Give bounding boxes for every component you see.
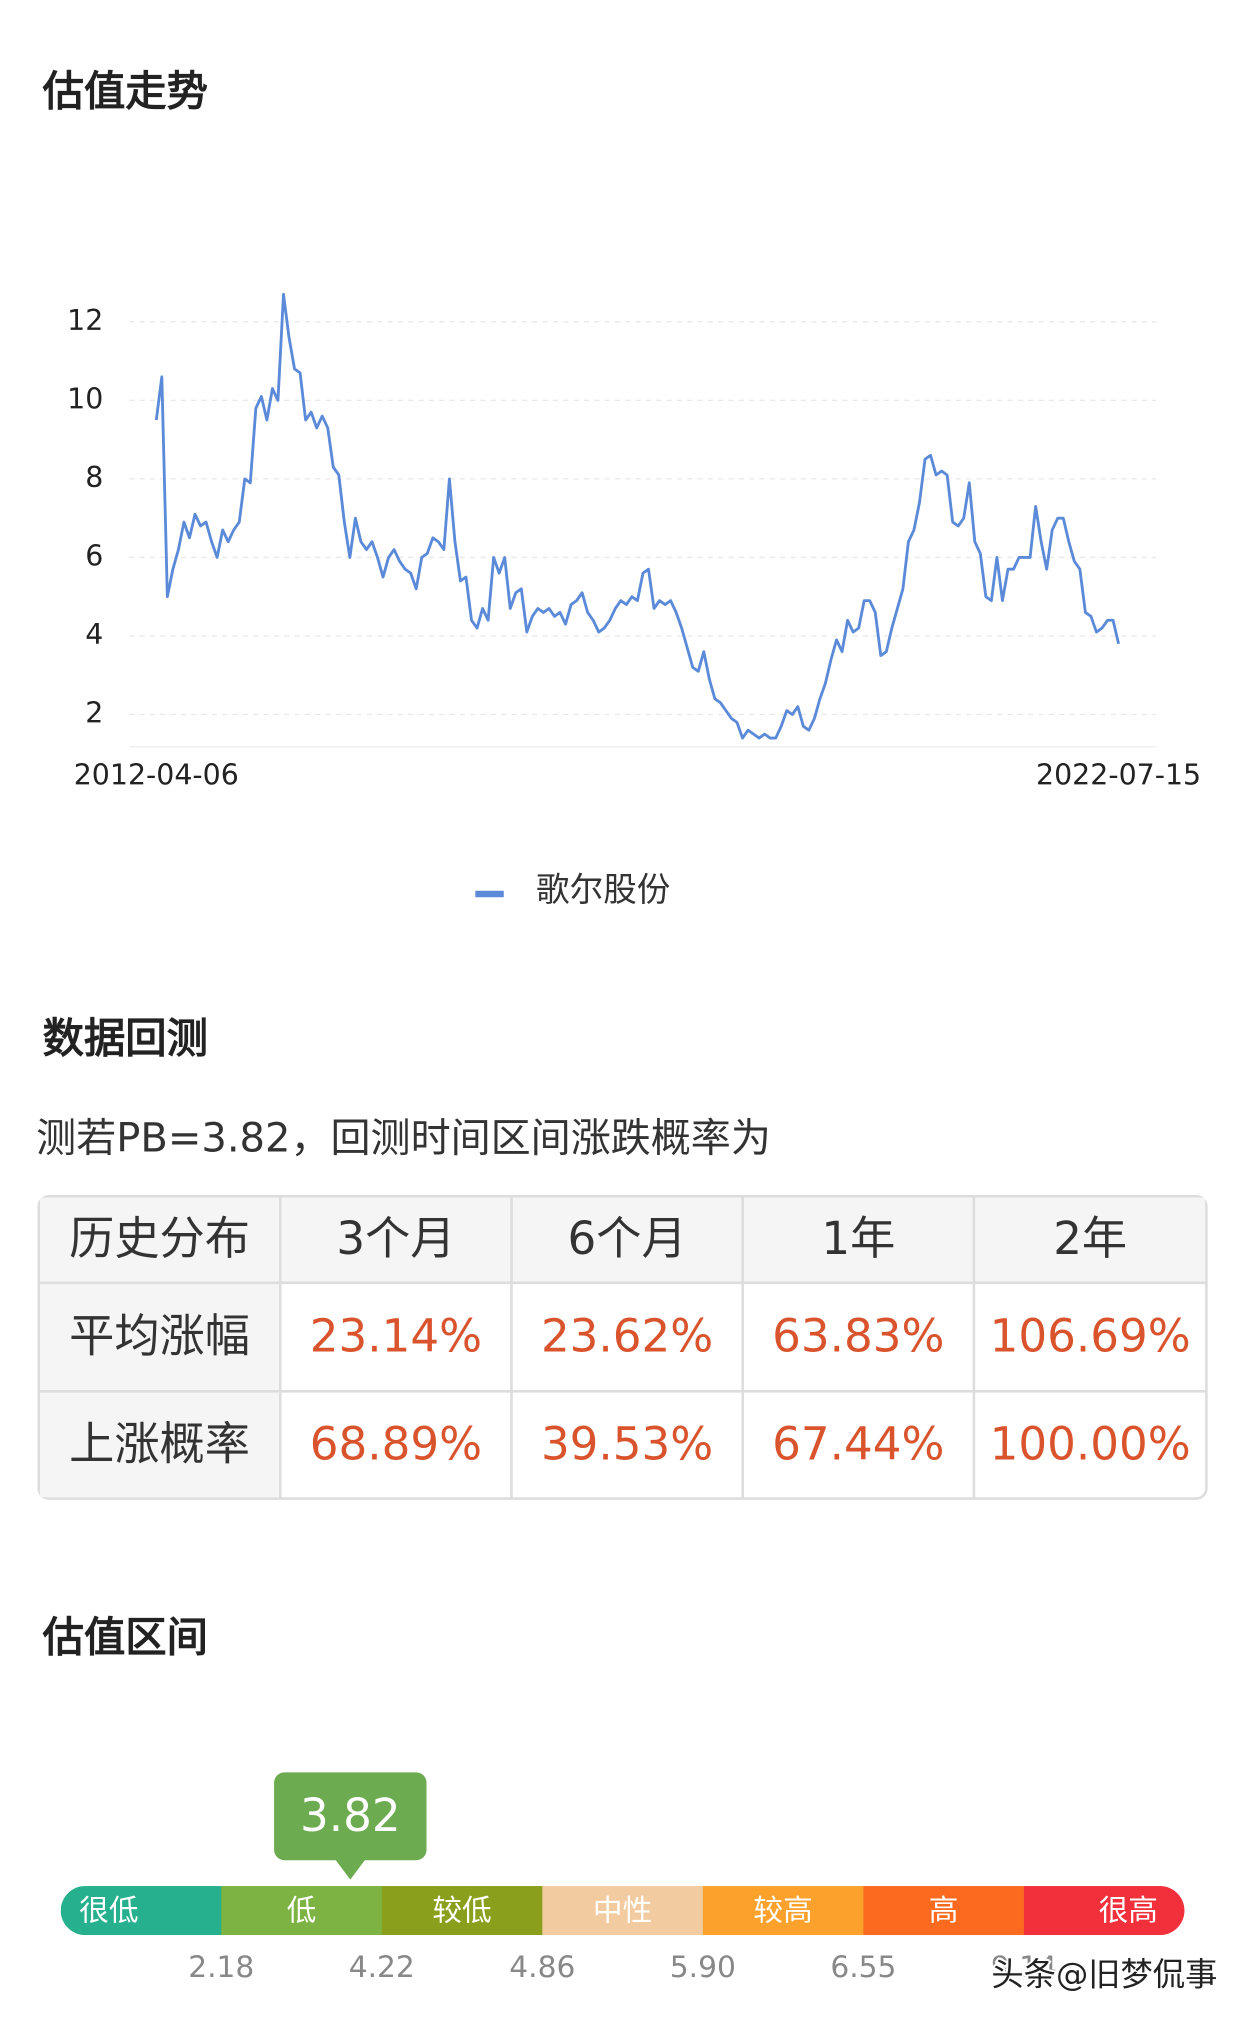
table-cell: 63.83% [772,1310,944,1363]
current-marker [274,1772,427,1861]
table-cell: 100.00% [990,1418,1191,1471]
table-cell: 1年 [821,1212,895,1265]
zone-label: 很高 [1099,1893,1158,1928]
table-cell: 23.14% [310,1310,482,1363]
x-tick-label: 2022-07-15 [1036,759,1201,792]
legend-label: 歌尔股份 [536,870,670,909]
threshold-label: 5.90 [670,1950,736,1985]
zone [702,1886,865,1936]
zone [381,1886,543,1936]
y-tick-label: 6 [85,539,103,572]
section-title: 估值区间 [42,1614,208,1662]
table-cell: 106.69% [990,1310,1191,1363]
x-tick-label: 2012-04-06 [74,759,239,792]
subtitle: 测若PB=3.82，回测时间区间涨跌概率为 [36,1116,771,1162]
line-series [154,292,1120,740]
table-cell: 68.89% [310,1418,482,1471]
zone-label: 很低 [79,1893,138,1928]
zone [60,1886,222,1936]
zone-label: 较高 [753,1893,812,1928]
table-cell: 67.44% [772,1418,944,1471]
marker-pointer [334,1858,366,1880]
zone [1023,1886,1185,1936]
zone-label: 中性 [593,1893,652,1928]
section-title: 估值走势 [42,68,208,116]
current-value: 3.82 [300,1789,401,1842]
header-bg [40,1197,1206,1283]
table-cell: 3个月 [336,1212,455,1265]
table-cell: 平均涨幅 [69,1310,250,1363]
table-cell: 6个月 [568,1212,687,1265]
zone-label: 低 [287,1893,317,1928]
threshold-label: 9.14 [991,1950,1057,1985]
zone-label: 高 [929,1893,959,1928]
watermark: 头条@旧梦侃事 [991,1955,1217,1993]
y-tick-label: 8 [85,461,103,494]
zone [221,1886,383,1936]
y-tick-label: 4 [85,618,103,651]
threshold-label: 6.55 [830,1950,896,1985]
table-cell: 23.62% [541,1310,713,1363]
y-tick-label: 12 [67,304,103,337]
threshold-label: 4.22 [349,1950,415,1985]
table-cell: 上涨概率 [69,1418,250,1471]
table-cell: 39.53% [541,1418,713,1471]
y-tick-label: 10 [67,382,103,415]
table-cell: 历史分布 [69,1212,250,1265]
section-title: 数据回测 [43,1014,208,1062]
threshold-label: 2.18 [188,1950,254,1985]
table-cell: 2年 [1053,1212,1127,1265]
threshold-label: 4.86 [509,1950,575,1985]
zone-label: 较低 [432,1893,491,1928]
zone [542,1886,704,1936]
y-tick-label: 2 [85,697,103,730]
zone [863,1886,1025,1936]
